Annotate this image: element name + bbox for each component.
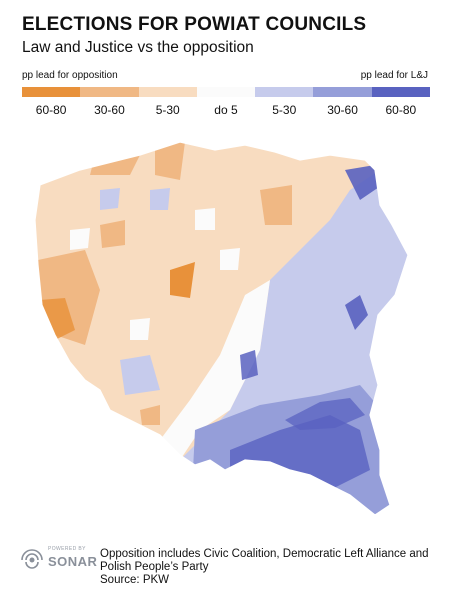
sonar-logo-icon <box>21 549 43 569</box>
legend-bin-label-5: 30-60 <box>327 103 358 117</box>
legend-swatch-6 <box>371 87 430 97</box>
footnote-text: Opposition includes Civic Coalition, Dem… <box>100 548 429 573</box>
legend-swatch-3 <box>196 87 256 97</box>
sonar-logo: POWERED BY SONAR <box>20 546 97 580</box>
map-title: ELECTIONS FOR POWIAT COUNCILS <box>22 14 367 35</box>
legend-label-lj: pp lead for L&J <box>360 70 428 81</box>
logo-powered-by: POWERED BY <box>48 546 86 552</box>
legend-bin-labels: 60-80 30-60 5-30 do 5 5-30 30-60 60-80 <box>22 103 430 117</box>
legend-swatch-4 <box>255 87 314 97</box>
legend-bin-label-6: 60-80 <box>385 103 417 117</box>
footnote: Opposition includes Civic Coalition, Dem… <box>100 548 430 587</box>
source-text: Source: PKW <box>100 574 170 586</box>
legend-color-bar <box>22 87 430 97</box>
legend-bin-label-1: 30-60 <box>94 103 125 117</box>
logo-name: SONAR <box>48 554 98 569</box>
map-subtitle: Law and Justice vs the opposition <box>22 39 254 56</box>
legend-swatch-1 <box>80 87 139 97</box>
legend-bin-label-3: do 5 <box>214 103 238 117</box>
legend-swatch-0 <box>22 87 81 97</box>
poland-powiat-map <box>34 141 409 516</box>
legend-swatch-2 <box>138 87 197 97</box>
legend-bin-label-4: 5-30 <box>272 103 297 117</box>
legend-bin-label-0: 60-80 <box>35 103 67 117</box>
legend-swatch-5 <box>313 87 372 97</box>
legend-label-opposition: pp lead for opposition <box>22 70 118 81</box>
legend-bin-label-2: 5-30 <box>155 103 180 117</box>
